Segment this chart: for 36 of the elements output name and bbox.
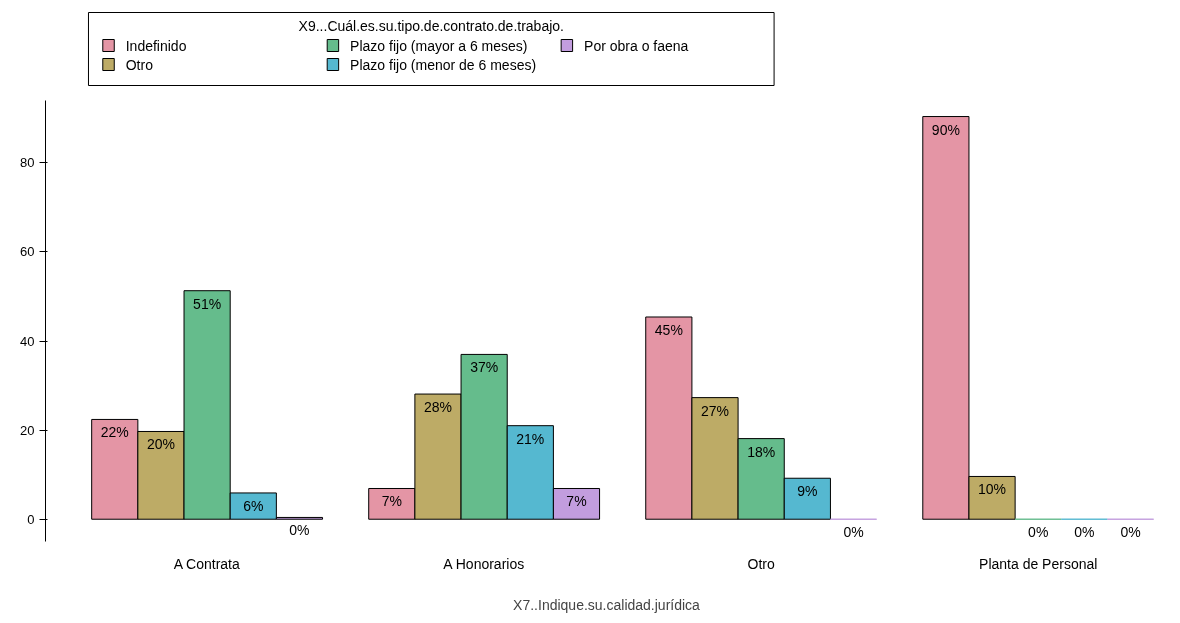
- legend-label: Indefinido: [125, 37, 187, 54]
- x-tick-label: A Honorarios: [443, 555, 525, 572]
- y-tick-label: 20: [20, 422, 35, 438]
- legend-title: X9...Cuál.es.su.tipo.de.contrato.de.trabajo.: [298, 17, 564, 34]
- data-label: 0%: [1028, 524, 1049, 541]
- data-label: 21%: [516, 430, 545, 447]
- legend-label: Plazo fijo (menor de 6 meses): [350, 56, 537, 73]
- y-tick-label: 40: [20, 333, 35, 349]
- data-label: 90%: [931, 121, 960, 138]
- data-label: 37%: [470, 359, 499, 376]
- data-label: 7%: [381, 493, 402, 510]
- legend-label: Plazo fijo (mayor a 6 meses): [350, 37, 528, 54]
- legend-label: Otro: [125, 56, 154, 73]
- data-label: 27%: [701, 402, 730, 419]
- data-label: 0%: [843, 524, 864, 541]
- x-tick-label: A Contrata: [173, 555, 241, 572]
- data-label: 10%: [978, 481, 1007, 498]
- data-label: 18%: [747, 443, 776, 460]
- data-label: 45%: [654, 321, 683, 338]
- y-tick-label: 60: [20, 244, 35, 260]
- data-label: 0%: [1074, 524, 1095, 541]
- data-label: 7%: [566, 493, 587, 510]
- x-tick-label: Planta de Personal: [979, 555, 1098, 572]
- legend-label: Por obra o faena: [584, 37, 689, 54]
- y-tick-label: 0: [27, 511, 35, 527]
- data-label: 0%: [1120, 524, 1141, 541]
- data-label: 20%: [146, 436, 175, 453]
- x-axis-title: X7..Indique.su.calidad.jurídica: [513, 596, 701, 613]
- data-label: 22%: [100, 424, 129, 441]
- data-label: 0%: [289, 522, 310, 539]
- x-tick-label: Otro: [747, 555, 776, 572]
- data-label: 6%: [243, 497, 264, 514]
- data-label: 51%: [193, 295, 222, 312]
- y-tick-label: 80: [20, 155, 35, 171]
- data-label: 9%: [797, 483, 818, 500]
- data-label: 28%: [423, 399, 452, 416]
